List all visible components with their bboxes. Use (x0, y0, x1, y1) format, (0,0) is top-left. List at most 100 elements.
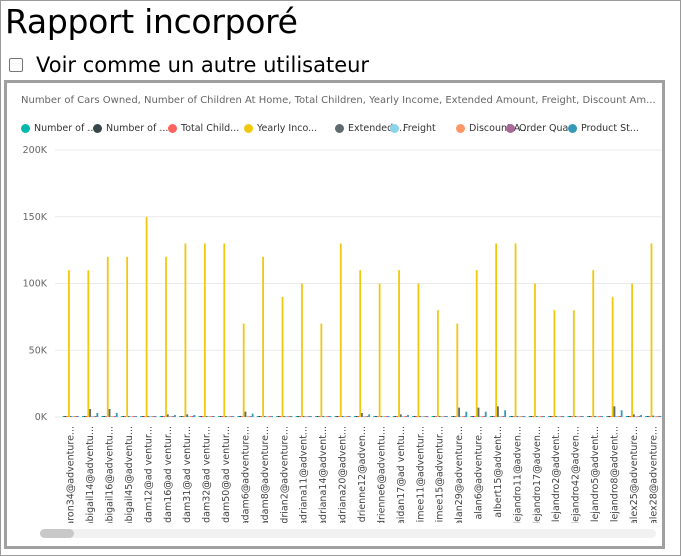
bar (106, 256, 109, 417)
view-as-label[interactable]: Voir comme un autre utilisateur (36, 53, 370, 77)
bar (599, 416, 602, 417)
bar (362, 416, 365, 417)
bar (230, 416, 233, 417)
bar (361, 412, 363, 417)
bar (652, 415, 655, 417)
legend-item[interactable]: Number of ... (21, 121, 96, 135)
bar (382, 416, 385, 417)
horizontal-scrollbar[interactable] (40, 529, 656, 538)
bar (147, 416, 150, 417)
bar (154, 416, 157, 417)
bar (281, 296, 284, 417)
bar (343, 416, 346, 417)
bar (609, 416, 612, 417)
bar (470, 416, 473, 417)
view-as-checkbox[interactable] (9, 58, 23, 72)
bar (512, 416, 515, 417)
scrollbar-thumb[interactable] (40, 529, 74, 538)
legend-label: Order Qua... (519, 122, 578, 134)
bar (77, 416, 79, 417)
legend-item[interactable]: Discount A... (456, 121, 529, 135)
bar (548, 416, 550, 417)
legend-item[interactable]: Yearly Inco... (244, 121, 317, 135)
bar (594, 416, 596, 417)
bar (450, 416, 453, 417)
bar (221, 416, 224, 417)
legend-item[interactable]: Extended ... (335, 121, 405, 135)
bar (562, 416, 565, 417)
bar (209, 416, 212, 417)
bar (212, 416, 215, 417)
bar (640, 414, 642, 417)
x-category-label: aimee11@adventur... (415, 426, 426, 523)
x-category-label: abigail14@adventu... (85, 426, 96, 523)
bar (295, 416, 298, 417)
bar (477, 407, 480, 417)
bar (310, 416, 312, 417)
bar (580, 416, 582, 417)
bar (242, 323, 245, 417)
bar (120, 416, 123, 417)
bar (237, 416, 240, 417)
bar (631, 283, 633, 417)
x-category-label: adam16@ad ventur... (163, 426, 174, 523)
bar (581, 416, 584, 417)
bar (225, 416, 227, 417)
legend-swatch (390, 123, 399, 133)
bar (387, 416, 390, 417)
x-category-label: adriana11@advent... (299, 426, 310, 523)
bar (509, 416, 512, 417)
bar (578, 416, 581, 417)
bar (334, 416, 337, 417)
x-category-label: alejandro2@advent... (551, 426, 562, 523)
legend-item[interactable]: Product St... (568, 121, 639, 135)
bar (572, 310, 575, 417)
bar (269, 416, 272, 417)
bar (128, 416, 130, 417)
bar (638, 416, 641, 417)
bar (265, 416, 268, 417)
bar (634, 416, 637, 417)
bar (495, 243, 498, 417)
bar (355, 416, 358, 417)
bar (412, 416, 414, 417)
bar (151, 416, 153, 417)
bar (384, 416, 386, 417)
bar (597, 416, 600, 417)
bar (336, 416, 339, 417)
bar (122, 416, 125, 417)
bar (636, 416, 639, 417)
bar (87, 270, 90, 417)
bar (436, 310, 439, 417)
bar (133, 416, 136, 417)
bar (299, 416, 302, 417)
x-category-label: abigail45@adventu... (124, 426, 135, 523)
legend-item[interactable]: Number of ... (93, 121, 168, 135)
bar (108, 408, 111, 417)
bar (569, 416, 572, 417)
legend-item[interactable]: Total Child... (168, 121, 239, 135)
bar (267, 416, 270, 417)
bar (500, 416, 503, 417)
bar (145, 216, 148, 417)
bar (244, 411, 247, 417)
bar (338, 416, 340, 417)
legend-item[interactable]: Freight (390, 121, 436, 135)
bar (347, 416, 349, 417)
bar (498, 416, 501, 417)
bar (445, 416, 448, 417)
x-category-label: alejandro11@adven... (512, 426, 523, 523)
bar (424, 416, 427, 417)
bar (96, 412, 99, 417)
bar (240, 416, 243, 417)
bar (555, 416, 558, 417)
bar (322, 416, 325, 417)
bar (435, 416, 437, 417)
x-category-label: adrienne12@adven... (357, 426, 368, 523)
bar (650, 243, 653, 417)
bar (516, 416, 519, 417)
legend-item[interactable]: Order Qua... (506, 121, 577, 135)
bar (588, 416, 591, 417)
bar (385, 416, 388, 417)
bar (366, 416, 369, 417)
